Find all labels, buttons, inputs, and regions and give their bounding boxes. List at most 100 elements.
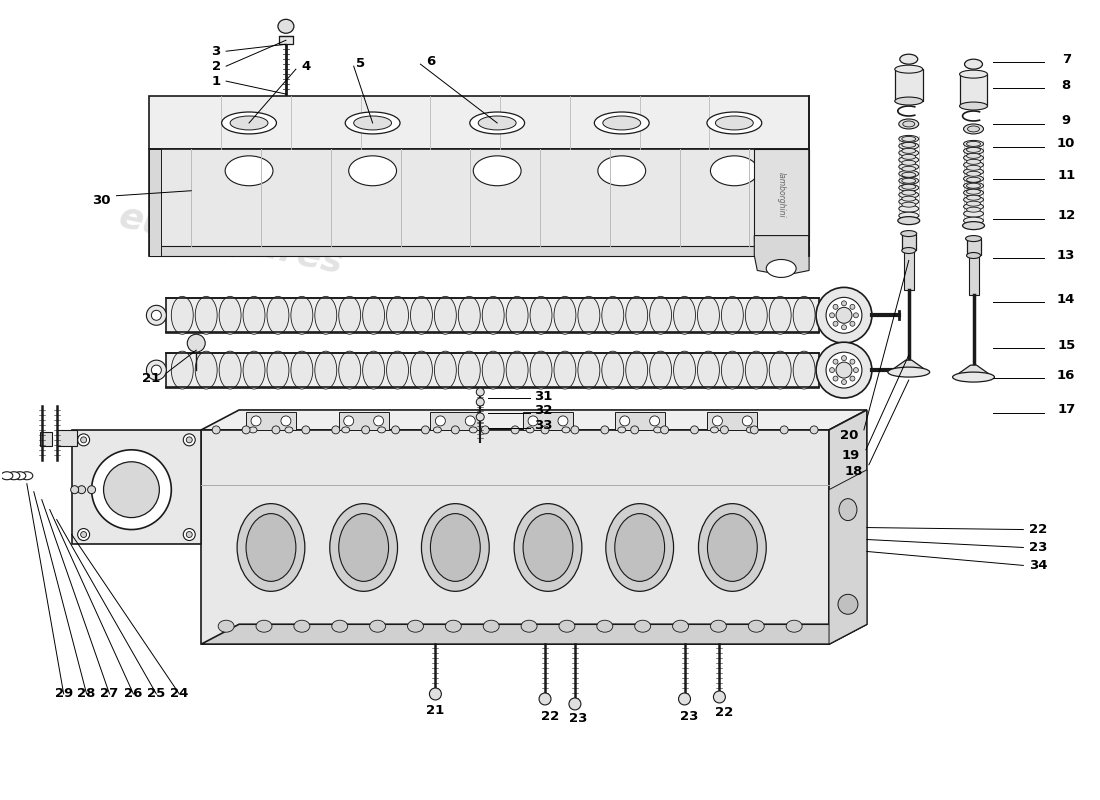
Text: 12: 12 bbox=[1057, 209, 1076, 222]
Circle shape bbox=[476, 388, 484, 396]
Ellipse shape bbox=[899, 142, 918, 150]
Circle shape bbox=[152, 365, 162, 375]
Circle shape bbox=[332, 426, 340, 434]
Text: 4: 4 bbox=[301, 60, 310, 73]
Polygon shape bbox=[829, 410, 867, 644]
Ellipse shape bbox=[578, 351, 600, 389]
Circle shape bbox=[481, 426, 490, 434]
Ellipse shape bbox=[964, 190, 983, 196]
Ellipse shape bbox=[315, 296, 337, 334]
Ellipse shape bbox=[349, 156, 396, 186]
Ellipse shape bbox=[722, 296, 744, 334]
Ellipse shape bbox=[506, 351, 528, 389]
Text: 20: 20 bbox=[839, 430, 858, 442]
Polygon shape bbox=[72, 430, 201, 545]
Circle shape bbox=[842, 356, 847, 361]
Ellipse shape bbox=[603, 116, 640, 130]
Ellipse shape bbox=[526, 427, 535, 433]
Ellipse shape bbox=[363, 351, 385, 389]
Ellipse shape bbox=[339, 296, 361, 334]
Text: 23: 23 bbox=[680, 710, 698, 723]
Circle shape bbox=[512, 426, 519, 434]
Ellipse shape bbox=[446, 620, 461, 632]
Ellipse shape bbox=[342, 427, 350, 433]
Ellipse shape bbox=[903, 121, 915, 127]
Text: 7: 7 bbox=[1062, 53, 1070, 66]
Ellipse shape bbox=[473, 156, 521, 186]
Circle shape bbox=[80, 437, 87, 443]
Ellipse shape bbox=[243, 351, 265, 389]
Polygon shape bbox=[755, 149, 810, 241]
Ellipse shape bbox=[506, 296, 528, 334]
Ellipse shape bbox=[964, 182, 983, 190]
Ellipse shape bbox=[246, 514, 296, 582]
Ellipse shape bbox=[226, 156, 273, 186]
Ellipse shape bbox=[902, 178, 915, 183]
Ellipse shape bbox=[434, 296, 456, 334]
Ellipse shape bbox=[746, 351, 767, 389]
Ellipse shape bbox=[597, 156, 646, 186]
Ellipse shape bbox=[964, 203, 983, 210]
Ellipse shape bbox=[483, 620, 499, 632]
Bar bbox=[967, 238, 980, 254]
Ellipse shape bbox=[899, 150, 918, 156]
Text: 25: 25 bbox=[147, 687, 165, 701]
Circle shape bbox=[212, 426, 220, 434]
Ellipse shape bbox=[673, 351, 695, 389]
Circle shape bbox=[187, 334, 206, 352]
Ellipse shape bbox=[899, 119, 918, 129]
Text: 22: 22 bbox=[715, 706, 734, 719]
Text: 22: 22 bbox=[541, 710, 559, 723]
Text: 28: 28 bbox=[77, 687, 96, 701]
Text: 15: 15 bbox=[1057, 338, 1076, 352]
Circle shape bbox=[301, 426, 310, 434]
Ellipse shape bbox=[345, 112, 400, 134]
Ellipse shape bbox=[230, 116, 268, 130]
Ellipse shape bbox=[219, 296, 241, 334]
Ellipse shape bbox=[902, 190, 915, 195]
Bar bbox=[902, 234, 915, 250]
Ellipse shape bbox=[894, 65, 923, 73]
Text: 23: 23 bbox=[569, 712, 587, 726]
Ellipse shape bbox=[898, 217, 920, 225]
Ellipse shape bbox=[267, 296, 289, 334]
Text: 6: 6 bbox=[426, 54, 434, 68]
Ellipse shape bbox=[653, 427, 661, 433]
Circle shape bbox=[528, 416, 538, 426]
Text: 30: 30 bbox=[92, 194, 111, 207]
Circle shape bbox=[70, 486, 78, 494]
Circle shape bbox=[184, 434, 195, 446]
Polygon shape bbox=[954, 365, 993, 377]
Ellipse shape bbox=[901, 230, 916, 237]
Circle shape bbox=[541, 426, 549, 434]
Circle shape bbox=[850, 304, 855, 310]
Ellipse shape bbox=[767, 259, 796, 278]
Ellipse shape bbox=[219, 351, 241, 389]
Ellipse shape bbox=[698, 504, 767, 591]
Ellipse shape bbox=[900, 54, 917, 64]
Circle shape bbox=[146, 360, 166, 380]
Ellipse shape bbox=[562, 427, 570, 433]
Ellipse shape bbox=[430, 514, 481, 582]
Ellipse shape bbox=[339, 514, 388, 582]
Circle shape bbox=[826, 352, 862, 388]
Circle shape bbox=[691, 426, 698, 434]
Circle shape bbox=[251, 416, 261, 426]
Ellipse shape bbox=[290, 296, 312, 334]
Text: eurospares: eurospares bbox=[634, 559, 865, 640]
Ellipse shape bbox=[410, 296, 432, 334]
Text: 8: 8 bbox=[1062, 78, 1070, 91]
Ellipse shape bbox=[559, 620, 575, 632]
Text: 29: 29 bbox=[55, 687, 73, 701]
Ellipse shape bbox=[650, 296, 672, 334]
Ellipse shape bbox=[964, 124, 983, 134]
Text: 21: 21 bbox=[427, 705, 444, 718]
Ellipse shape bbox=[1, 472, 13, 480]
Ellipse shape bbox=[793, 296, 815, 334]
Ellipse shape bbox=[267, 351, 289, 389]
Ellipse shape bbox=[697, 296, 719, 334]
Text: eurospares: eurospares bbox=[116, 200, 346, 281]
Circle shape bbox=[833, 304, 838, 310]
Ellipse shape bbox=[218, 620, 234, 632]
Text: 9: 9 bbox=[1062, 114, 1070, 127]
